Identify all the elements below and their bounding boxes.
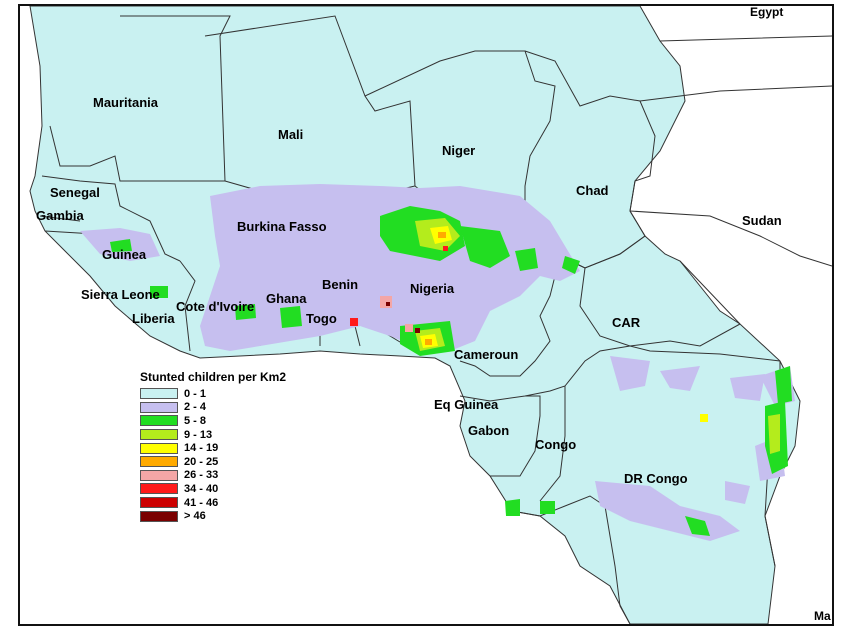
legend-label: 0 - 1: [184, 387, 207, 400]
legend-swatch: [140, 388, 178, 400]
legend-label: 9 - 13: [184, 428, 213, 441]
label-senegal: Senegal: [50, 185, 100, 200]
legend-label: 2 - 4: [184, 401, 207, 414]
legend-item: 41 - 46: [140, 496, 286, 510]
label-niger: Niger: [442, 143, 476, 158]
legend-swatch: [140, 429, 178, 441]
label-cote-divoire: Cote d'Ivoire: [176, 299, 255, 314]
density-41-plus: [386, 302, 420, 333]
legend-swatch: [140, 497, 178, 509]
legend-item: 14 - 19: [140, 441, 286, 455]
label-mali: Mali: [278, 127, 304, 142]
legend-item: 5 - 8: [140, 414, 286, 428]
legend-swatch: [140, 442, 178, 454]
legend-label: 20 - 25: [184, 455, 219, 468]
legend-label: 14 - 19: [184, 442, 219, 455]
legend-item: 2 - 4: [140, 401, 286, 415]
label-congo: Congo: [535, 437, 577, 452]
label-cameroun: Cameroun: [454, 347, 519, 362]
legend-item: 34 - 40: [140, 482, 286, 496]
label-dr-congo: DR Congo: [624, 471, 688, 486]
label-benin: Benin: [322, 277, 359, 292]
legend-item: 20 - 25: [140, 455, 286, 469]
label-sudan: Sudan: [742, 213, 782, 228]
legend-swatch: [140, 510, 178, 522]
label-malawi-partial: Ma: [814, 609, 831, 623]
label-ghana: Ghana: [266, 291, 307, 306]
legend-item: 9 - 13: [140, 428, 286, 442]
label-guinea: Guinea: [102, 247, 147, 262]
legend-label: > 46: [184, 510, 206, 523]
label-egypt: Egypt: [750, 5, 784, 19]
legend-swatch: [140, 401, 178, 413]
label-chad: Chad: [576, 183, 609, 198]
map-frame: Mauritania Mali Niger Chad Sudan Senegal…: [18, 4, 834, 626]
legend-label: 34 - 40: [184, 482, 219, 495]
legend-item: 0 - 1: [140, 387, 286, 401]
label-gambia: Gambia: [36, 208, 84, 223]
legend-label: 5 - 8: [184, 414, 207, 427]
legend-swatch: [140, 415, 178, 427]
legend-label: 41 - 46: [184, 496, 219, 509]
label-eq-guinea: Eq Guinea: [434, 397, 499, 412]
label-burkina-faso: Burkina Fasso: [237, 219, 327, 234]
legend-title: Stunted children per Km2: [140, 370, 287, 384]
label-sierra-leone: Sierra Leone: [81, 287, 160, 302]
label-car: CAR: [612, 315, 641, 330]
label-liberia: Liberia: [132, 311, 175, 326]
label-togo: Togo: [306, 311, 337, 326]
density-34-40: [350, 246, 448, 326]
legend-swatch: [140, 469, 178, 481]
legend-swatch: [140, 483, 178, 495]
density-20-25: [425, 232, 446, 345]
legend-swatch: [140, 456, 178, 468]
legend-item: 26 - 33: [140, 469, 286, 483]
legend-label: 26 - 33: [184, 469, 219, 482]
legend-item: > 46: [140, 509, 286, 523]
label-nigeria: Nigeria: [410, 281, 455, 296]
label-gabon: Gabon: [468, 423, 510, 438]
label-mauritania: Mauritania: [93, 95, 159, 110]
